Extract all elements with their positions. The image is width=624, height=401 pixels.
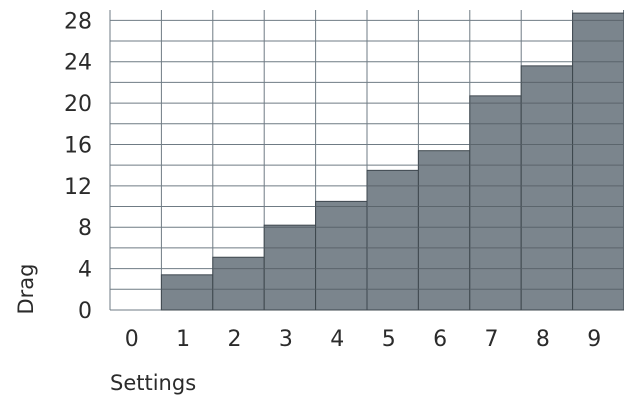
bar-2 <box>212 256 265 311</box>
bar-6 <box>417 150 471 311</box>
x-tick-label: 2 <box>228 327 242 352</box>
x-tick-label: 4 <box>330 327 344 352</box>
x-tick-label: 7 <box>485 327 499 352</box>
bar-8 <box>520 65 574 311</box>
y-tick-label: 20 <box>64 92 92 117</box>
bar-3 <box>263 224 317 311</box>
x-tick-label: 8 <box>536 327 550 352</box>
x-axis-ticks: 0 1 2 3 4 5 6 7 8 9 <box>125 327 602 352</box>
y-tick-label: 4 <box>78 258 92 283</box>
x-tick-label: 0 <box>125 327 139 352</box>
x-tick-label: 5 <box>382 327 396 352</box>
bar-4 <box>315 200 368 311</box>
x-axis-title: Settings <box>110 371 196 395</box>
x-tick-label: 1 <box>176 327 190 352</box>
y-tick-label: 0 <box>78 299 92 324</box>
bar-9 <box>572 12 624 311</box>
bar-7 <box>469 95 522 311</box>
y-tick-label: 16 <box>64 133 92 158</box>
bar-5 <box>366 169 419 311</box>
x-tick-label: 6 <box>433 327 447 352</box>
y-tick-label: 24 <box>64 51 92 76</box>
bar-layer <box>160 12 624 311</box>
bar-1 <box>160 274 214 311</box>
y-tick-label: 12 <box>64 175 92 200</box>
y-axis-ticks: 0 4 8 12 16 20 24 28 <box>64 9 92 324</box>
y-axis-title: Drag <box>14 263 38 314</box>
y-tick-label: 28 <box>64 9 92 34</box>
y-tick-label: 8 <box>78 216 92 241</box>
x-tick-label: 3 <box>279 327 293 352</box>
x-tick-label: 9 <box>587 327 601 352</box>
